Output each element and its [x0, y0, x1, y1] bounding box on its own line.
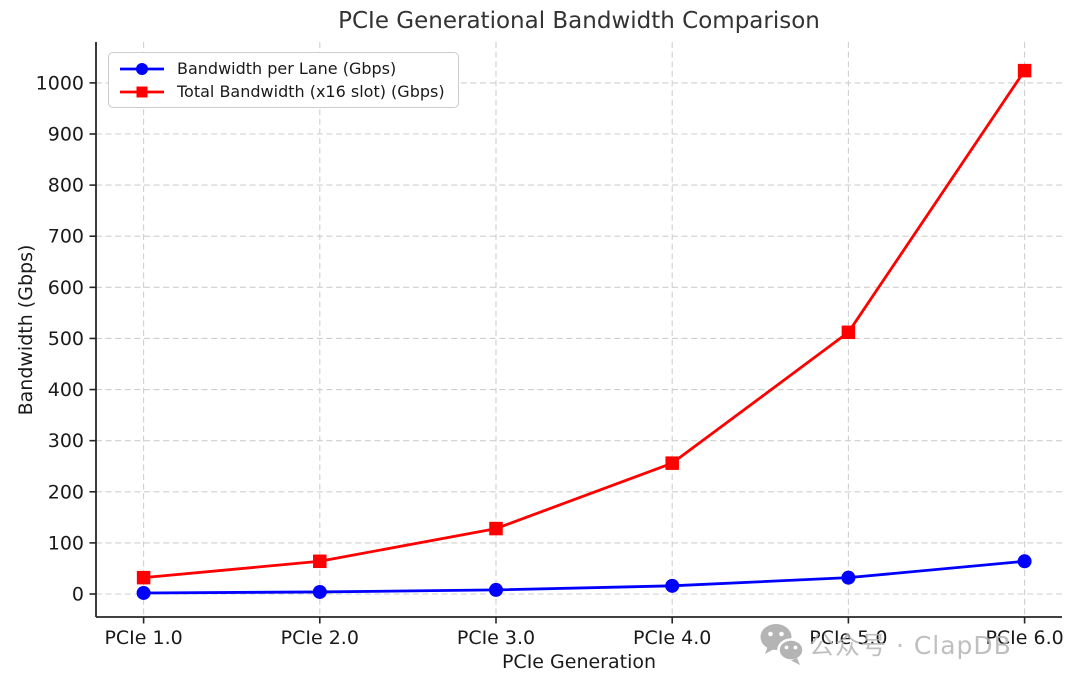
legend-label: Total Bandwidth (x16 slot) (Gbps)	[177, 82, 445, 101]
y-tick-label: 500	[48, 328, 84, 350]
legend-marker-square-icon	[120, 86, 164, 97]
x-tick-label: PCIe 6.0	[985, 627, 1063, 649]
series-line-x16-total	[143, 69, 1026, 580]
y-tick-label: 200	[48, 481, 84, 503]
series-line-per-lane	[143, 559, 1025, 595]
x-tick-label: PCIe 3.0	[457, 627, 535, 649]
y-axis-label: Bandwidth (Gbps)	[15, 244, 37, 416]
legend-item: Bandwidth per Lane (Gbps)	[119, 59, 445, 78]
y-tick-label: 400	[48, 379, 84, 401]
x-tick-label: PCIe 2.0	[281, 627, 359, 649]
data-point-circle	[312, 584, 327, 599]
y-tick-label: 100	[48, 532, 84, 554]
data-point-square	[1017, 63, 1032, 78]
y-tick-label: 800	[48, 175, 84, 197]
data-point-circle	[489, 582, 503, 597]
data-point-square	[841, 325, 856, 340]
data-point-circle	[136, 585, 151, 600]
y-tick-label: 600	[48, 277, 84, 299]
chart-title: PCIe Generational Bandwidth Comparison	[338, 8, 820, 34]
x-tick-label: PCIe 5.0	[809, 627, 887, 649]
x-axis-label: PCIe Generation	[501, 651, 657, 673]
y-tick-label: 0	[72, 584, 84, 606]
y-tick-label: 1000	[36, 72, 84, 94]
x-tick-label: PCIe 4.0	[633, 627, 711, 649]
data-point-circle	[665, 578, 680, 593]
y-tick-label: 300	[48, 430, 84, 452]
legend-label: Bandwidth per Lane (Gbps)	[177, 59, 397, 78]
data-point-square	[313, 554, 327, 569]
data-point-circle	[1017, 554, 1032, 569]
data-point-circle	[841, 570, 856, 585]
legend: Bandwidth per Lane (Gbps) Total Bandwidth…	[108, 52, 459, 108]
legend-item: Total Bandwidth (x16 slot) (Gbps)	[119, 82, 445, 101]
x-tick-label: PCIe 1.0	[104, 627, 182, 649]
data-point-square	[489, 521, 503, 536]
y-tick-label: 900	[48, 124, 84, 146]
y-tick-label: 700	[48, 226, 84, 248]
data-point-square	[136, 570, 151, 585]
data-point-square	[665, 456, 679, 470]
legend-marker-circle-icon	[120, 62, 164, 75]
